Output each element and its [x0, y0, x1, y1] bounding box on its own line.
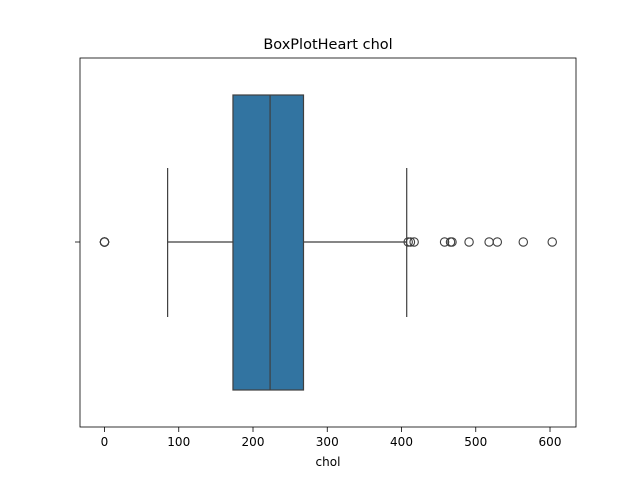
iqr-box [232, 94, 305, 391]
axes-frame [79, 57, 577, 428]
outlier-point [403, 237, 413, 247]
x-tick-label: 200 [242, 435, 265, 449]
outlier-point [409, 237, 419, 247]
outlier-point [492, 237, 503, 247]
x-axis-label: chol [316, 455, 341, 469]
outlier-point [99, 237, 110, 247]
chart-title: BoxPlotHeart chol [263, 37, 392, 53]
x-tick-label: 400 [390, 435, 413, 449]
outlier-point [439, 237, 450, 247]
x-tick-label: 300 [316, 435, 339, 449]
x-tick-label: 600 [539, 435, 562, 449]
plot-marks [99, 94, 557, 391]
outlier-point [405, 237, 416, 247]
x-axis-ticks: 0 100 200 300 400 500 600 [101, 427, 562, 449]
x-tick-label: 100 [167, 435, 190, 449]
outlier-point [447, 237, 457, 247]
outlier-point [518, 237, 529, 247]
x-tick-label: 0 [101, 435, 109, 449]
outlier-point [547, 237, 557, 247]
outlier-point [464, 237, 474, 247]
outlier-point [484, 237, 494, 247]
x-tick-label: 500 [464, 435, 487, 449]
